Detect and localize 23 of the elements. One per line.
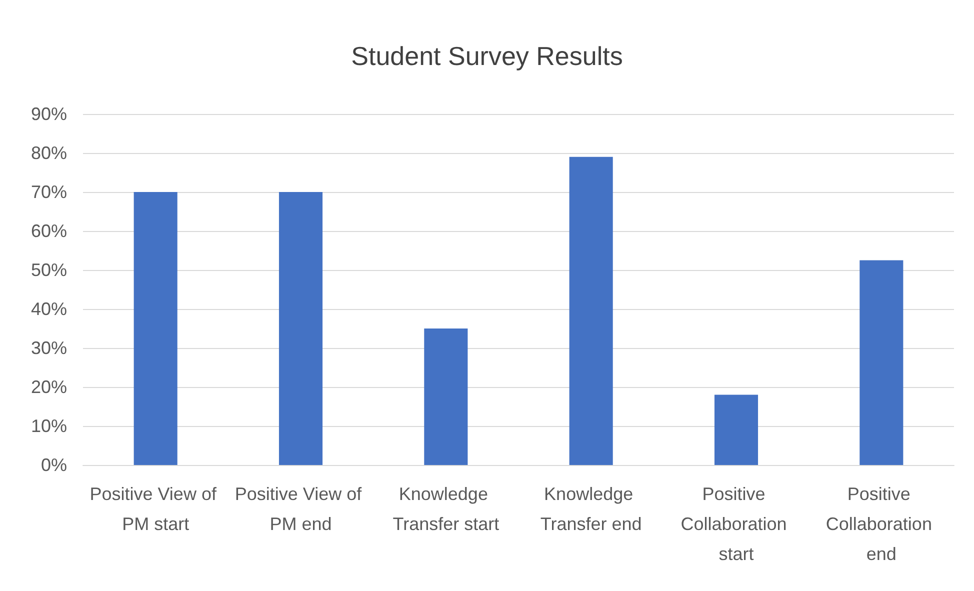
y-tick-label: 70% <box>30 182 67 202</box>
x-tick-label: Positive View of PM start <box>90 484 222 534</box>
y-tick-label: 30% <box>30 338 67 358</box>
bar <box>134 192 178 465</box>
y-tick-label: 80% <box>30 143 67 163</box>
y-tick-label: 0% <box>40 455 67 475</box>
x-tick-label: Positive View of PM end <box>234 484 367 534</box>
bar <box>714 394 758 465</box>
y-tick-label: 10% <box>30 416 67 436</box>
x-tick-label: Positive Collaboration end <box>826 484 937 564</box>
y-tick-label: 20% <box>30 377 67 397</box>
bar <box>424 328 468 465</box>
bar <box>569 156 613 465</box>
bar <box>278 192 323 465</box>
x-tick-label: Positive Collaboration start <box>680 484 792 564</box>
y-tick-label: 90% <box>30 104 67 124</box>
y-tick-label: 40% <box>30 299 67 319</box>
bar <box>860 260 904 465</box>
y-tick-label: 50% <box>30 260 67 280</box>
x-tick-label: Knowledge Transfer start <box>392 484 500 534</box>
x-tick-label: Knowledge Transfer end <box>540 484 642 534</box>
y-tick-label: 60% <box>30 221 67 241</box>
chart-title: Student Survey Results <box>351 41 623 71</box>
